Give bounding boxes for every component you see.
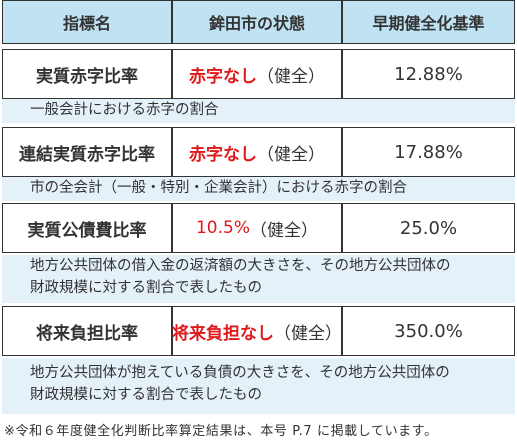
row-3-status: 10.5% （健全）	[172, 203, 342, 253]
row-1-status-value: 赤字なし	[189, 66, 257, 87]
row-1-status: 赤字なし （健全）	[172, 49, 342, 99]
row-4-status-value: 将来負担なし	[172, 323, 274, 344]
row-1-note-line-1: 一般会計における赤字の割合	[30, 102, 219, 118]
row-1-standard: 12.88%	[342, 49, 515, 99]
row-2-note-line-1: 市の全会計（一般・特別・企業会計）における赤字の割合	[30, 180, 407, 196]
row-2-note: 市の全会計（一般・特別・企業会計）における赤字の割合	[2, 177, 515, 201]
row-2-standard: 17.88%	[342, 127, 515, 177]
row-3-status-value: 10.5%	[195, 218, 250, 238]
row-2-status-suffix: （健全）	[257, 144, 325, 165]
row-1-name: 実質赤字比率	[2, 49, 172, 99]
row-1-note: 一般会計における赤字の割合	[2, 99, 515, 123]
row-4-note: 地方公共団体が抱えている負債の大きさを、その地方公共団体の 財政規模に対する割合…	[2, 358, 515, 414]
row-4-status: 将来負担なし （健全）	[172, 306, 342, 356]
row-4-standard: 350.0%	[342, 306, 515, 356]
row-3-standard: 25.0%	[342, 203, 515, 253]
row-4-note-line-1: 地方公共団体が抱えている負債の大きさを、その地方公共団体の	[30, 365, 450, 381]
row-2-name: 連結実質赤字比率	[2, 127, 172, 177]
row-4-name: 将来負担比率	[2, 306, 172, 356]
row-2-status: 赤字なし （健全）	[172, 127, 342, 177]
row-4-note-line-2: 財政規模に対する割合で表したもの	[30, 387, 262, 403]
header-city-status: 鉾田市の状態	[172, 0, 342, 44]
row-3-status-suffix: （健全）	[250, 220, 318, 241]
header-indicator-name: 指標名	[2, 0, 172, 44]
row-2-status-value: 赤字なし	[189, 144, 257, 165]
row-3-note-line-1: 地方公共団体の借入金の返済額の大きさを、その地方公共団体の	[30, 258, 451, 274]
row-1-status-suffix: （健全）	[257, 66, 325, 87]
row-3-note-line-2: 財政規模に対する割合で表したもの	[30, 280, 262, 296]
header-early-standard: 早期健全化基準	[342, 0, 515, 44]
row-4-status-suffix: （健全）	[274, 323, 342, 344]
row-3-note: 地方公共団体の借入金の返済額の大きさを、その地方公共団体の 財政規模に対する割合…	[2, 255, 515, 303]
row-3-name: 実質公債費比率	[2, 203, 172, 253]
footnote: ※令和６年度健全化判断比率算定結果は、本号 P.7 に掲載しています。	[4, 424, 438, 439]
